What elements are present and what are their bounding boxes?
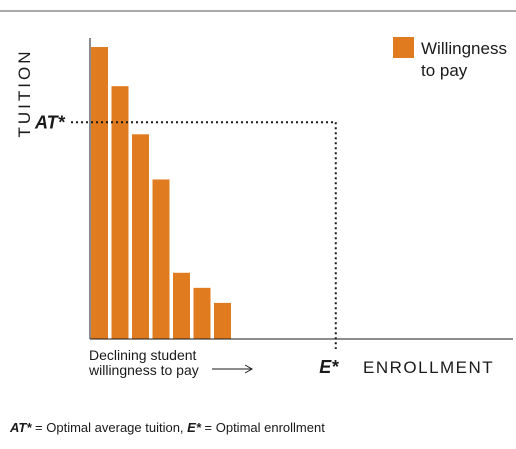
bar-4 (152, 179, 170, 339)
bar-2 (111, 86, 129, 339)
bar-7 (214, 302, 231, 339)
arrow-note-arrowhead (244, 364, 254, 374)
legend-label-line2: to pay (421, 61, 468, 80)
y-axis-label: TUITION (15, 49, 34, 138)
bar-3 (132, 134, 149, 339)
arrow-note-line1: Declining student (89, 347, 197, 363)
e-star-label: E* (319, 357, 339, 377)
arrow-note-line2: willingness to pay (88, 362, 199, 378)
legend-swatch (393, 37, 414, 58)
bar-6 (193, 287, 211, 339)
footnote-text-2: = Optimal enrollment (201, 420, 325, 435)
footnote: AT* = Optimal average tuition, E* = Opti… (9, 420, 325, 435)
bar-1 (91, 47, 108, 339)
bars-group (91, 47, 231, 339)
at-star-label: AT* (34, 112, 66, 132)
bar-5 (173, 272, 190, 339)
footnote-at-star: AT* (9, 420, 32, 435)
legend-label-line1: Willingness (421, 39, 507, 58)
footnote-text-1: = Optimal average tuition, (31, 420, 187, 435)
footnote-e-star: E* (187, 420, 202, 435)
x-axis-label: ENROLLMENT (363, 358, 494, 377)
